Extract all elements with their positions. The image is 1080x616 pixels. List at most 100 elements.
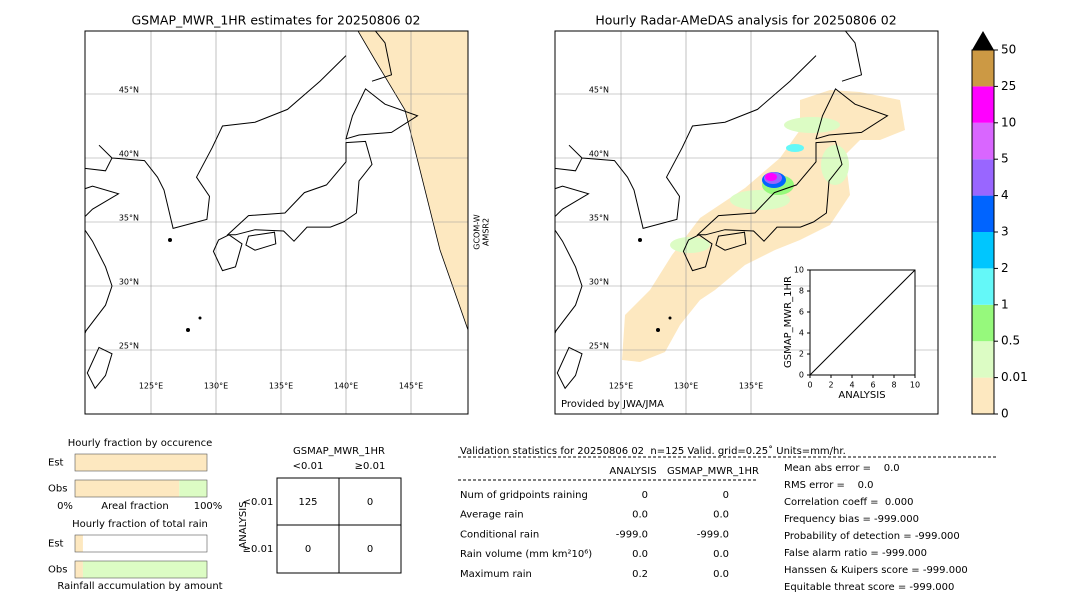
stat-value: 0	[723, 490, 729, 501]
score: RMS error = 0.0	[784, 480, 874, 491]
panel-footer: Rainfall accumulation by amount	[57, 581, 222, 592]
stat-value: 0	[642, 490, 648, 501]
panel-title: Hourly fraction by occurence	[68, 438, 212, 449]
lat-label: 45°N	[589, 86, 609, 95]
stat-value: -999.0	[697, 529, 729, 540]
lon-label: 125°E	[139, 382, 163, 391]
bar-frame	[74, 560, 208, 579]
stat-value: 0.2	[632, 569, 648, 580]
cell: 125	[298, 497, 317, 508]
left-map	[85, 31, 468, 414]
map-title: Hourly Radar-AMeDAS analysis for 2025080…	[595, 13, 896, 28]
score: Frequency bias = -999.000	[784, 514, 919, 525]
row-label: Est	[48, 458, 64, 469]
column-header: GSMAP_MWR_1HR	[667, 466, 759, 477]
row-header: <0.01	[243, 497, 274, 508]
row-title: ANALYSIS	[238, 501, 249, 548]
diagonal	[809, 269, 916, 376]
colorbar-segment	[972, 50, 994, 87]
colorbar-segment	[972, 341, 994, 378]
colorbar-segment	[972, 232, 994, 269]
lat-label: 25°N	[119, 342, 139, 351]
lon-label: 125°E	[609, 382, 633, 391]
colorbar-segment	[972, 268, 994, 305]
colorbar-segment	[972, 86, 994, 123]
y-tick-label: 2	[799, 350, 804, 359]
stat-label: Average rain	[460, 510, 524, 521]
axis-label: Areal fraction	[101, 501, 168, 512]
fraction-bar	[75, 454, 207, 471]
axis-label: 0%	[57, 501, 73, 512]
fraction-bar	[75, 480, 180, 497]
stat-value: 0.0	[632, 510, 648, 521]
swath-label: AMSR2	[482, 218, 491, 246]
panel-title: Hourly fraction of total rain	[72, 519, 208, 530]
stat-label: Num of gridpoints raining	[460, 490, 588, 501]
lat-label: 30°N	[119, 278, 139, 287]
colorbar-label: 0.5	[1001, 334, 1020, 348]
x-tick-label: 6	[870, 381, 875, 390]
colorbar-label: 5	[1001, 152, 1009, 166]
cell: 0	[305, 544, 311, 555]
right-map	[555, 31, 938, 414]
stats-title: Validation statistics for 20250806 02 n=…	[460, 445, 846, 457]
lon-label: 130°E	[204, 382, 228, 391]
lon-label: 135°E	[269, 382, 293, 391]
column-header: <0.01	[293, 461, 324, 472]
stat-value: -999.0	[616, 529, 648, 540]
lat-label: 40°N	[119, 150, 139, 159]
bar-frame	[74, 479, 208, 498]
row-label: Est	[48, 539, 64, 550]
fraction-bar	[75, 561, 83, 578]
stat-label: Conditional rain	[460, 529, 539, 540]
column-header: ≥0.01	[355, 461, 386, 472]
score: Hanssen & Kuipers score = -999.000	[784, 565, 968, 576]
colorbar-label: 25	[1001, 79, 1016, 93]
score: Probability of detection = -999.000	[784, 531, 960, 542]
lon-label: 135°E	[739, 382, 763, 391]
colorbar-label: 1	[1001, 297, 1009, 311]
colorbar-extend	[972, 31, 994, 50]
x-tick-label: 2	[828, 381, 833, 390]
score: False alarm ratio = -999.000	[784, 548, 927, 559]
colorbar-label: 0	[1001, 407, 1009, 421]
table-title: GSMAP_MWR_1HR	[293, 446, 385, 457]
stat-label: Maximum rain	[460, 569, 532, 580]
colorbar-label: 50	[1001, 43, 1016, 57]
cell: 0	[367, 497, 373, 508]
stat-label: Rain volume (mm km²10⁶)	[460, 549, 592, 560]
swath	[357, 31, 468, 331]
lat-label: 35°N	[589, 214, 609, 223]
lat-label: 40°N	[589, 150, 609, 159]
bar-frame	[74, 453, 208, 472]
lon-label: 130°E	[674, 382, 698, 391]
axis-label: 100%	[194, 501, 223, 512]
colorbar-segment	[972, 195, 994, 232]
map-title: GSMAP_MWR_1HR estimates for 20250806 02	[132, 13, 421, 28]
row-label: Obs	[48, 565, 67, 576]
x-tick-label: 8	[891, 381, 896, 390]
y-axis-label: GSMAP_MWR_1HR	[783, 276, 794, 368]
colorbar-segment	[972, 122, 994, 160]
y-tick-label: 10	[794, 266, 804, 275]
colorbar-label: 0.01	[1001, 370, 1028, 384]
colorbar-label: 10	[1001, 115, 1016, 129]
map-frame	[84, 30, 469, 415]
lat-label: 30°N	[589, 278, 609, 287]
x-axis-label: ANALYSIS	[838, 390, 885, 401]
lon-label: 140°E	[334, 382, 358, 391]
y-tick-label: 8	[799, 287, 804, 296]
colorbar-label: 4	[1001, 188, 1009, 202]
score: Equitable threat score = -999.000	[784, 582, 954, 593]
cell: 0	[367, 544, 373, 555]
row-label: Obs	[48, 484, 67, 495]
swath-label: GCOM-W	[473, 214, 482, 250]
score: Mean abs error = 0.0	[784, 463, 900, 474]
colorbar-label: 3	[1001, 225, 1009, 239]
map-frame	[554, 30, 939, 415]
y-tick-label: 6	[799, 308, 804, 317]
x-tick-label: 10	[910, 381, 920, 390]
fraction-bar	[75, 535, 83, 552]
colorbar-segment	[972, 377, 994, 414]
